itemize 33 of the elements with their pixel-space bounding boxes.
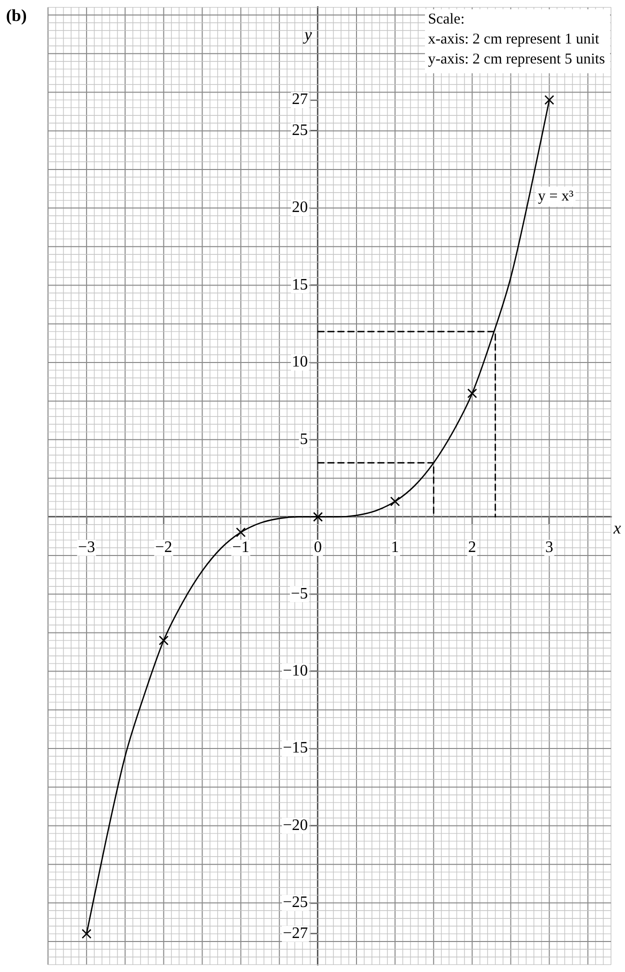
point <box>544 95 554 105</box>
y-axis-title: y <box>302 24 312 44</box>
y-tick-label: 15 <box>292 276 308 294</box>
annotation: y-axis: 2 cm represent 5 units <box>428 52 606 68</box>
x-tick-label: −3 <box>78 539 96 556</box>
annotation: Scale: <box>428 12 465 28</box>
y-tick-label: −15 <box>282 740 308 757</box>
y-tick-label: −25 <box>282 894 308 912</box>
x-tick-label: −1 <box>232 539 250 556</box>
point <box>313 512 323 522</box>
chart-title: (b) <box>6 6 27 25</box>
y-tick-label: 27 <box>292 91 308 108</box>
point <box>158 636 169 646</box>
x-tick-label: 1 <box>391 539 400 556</box>
point <box>390 496 400 506</box>
x-tick-label: 3 <box>545 539 554 556</box>
y-tick-label: 25 <box>292 122 308 140</box>
y-tick-label: −10 <box>282 662 308 680</box>
series-label: y = x³ <box>538 188 574 205</box>
annotation: x-axis: 2 cm represent 1 unit <box>428 32 600 48</box>
x-tick-label: −2 <box>155 539 172 556</box>
y-tick-label: −20 <box>282 816 308 834</box>
point <box>236 527 246 538</box>
y-tick-label: −27 <box>282 925 308 942</box>
y-tick-label: 5 <box>300 430 308 448</box>
x-tick-label: 2 <box>468 539 476 556</box>
point <box>82 928 92 939</box>
y-tick-label: −5 <box>290 585 308 602</box>
x-axis-title: x <box>612 518 622 538</box>
x-tick-label: 0 <box>314 539 322 556</box>
point <box>467 388 478 398</box>
y-tick-label: 10 <box>292 354 308 371</box>
y-tick-label: 20 <box>292 199 308 216</box>
